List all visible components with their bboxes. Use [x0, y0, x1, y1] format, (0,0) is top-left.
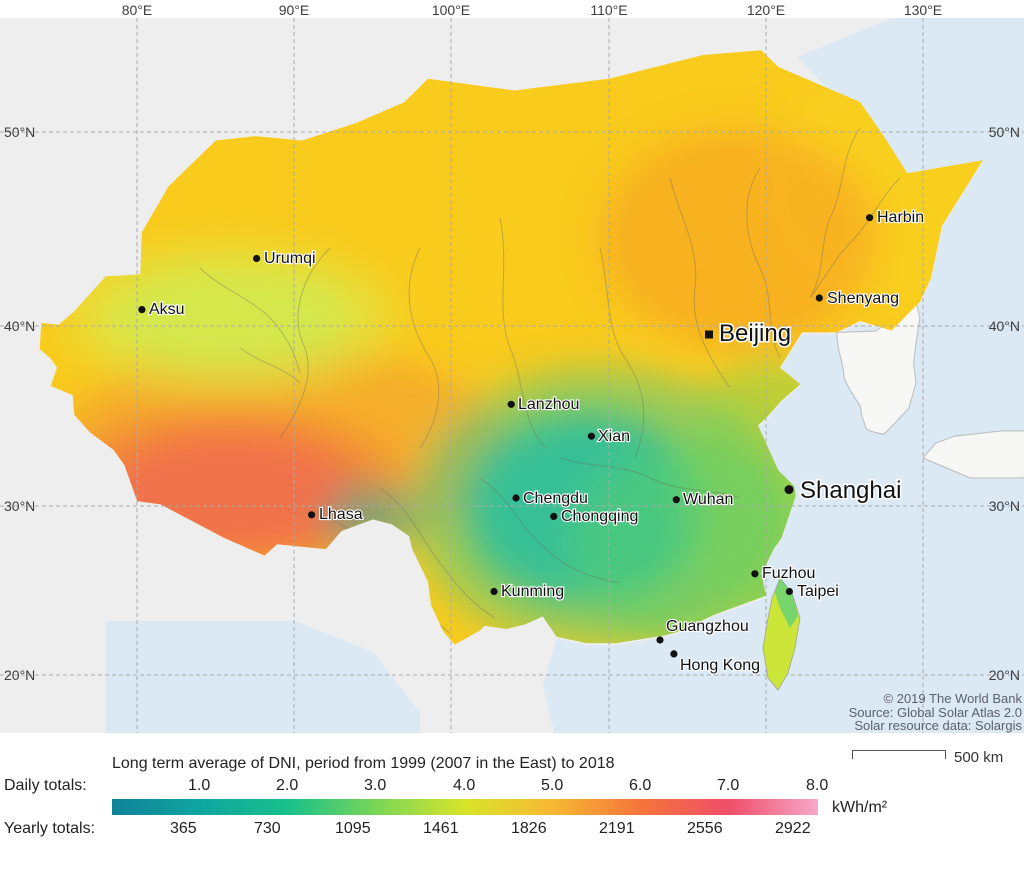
svg-text:Harbin: Harbin — [877, 209, 924, 226]
svg-text:Shenyang: Shenyang — [827, 290, 899, 307]
svg-text:Chengdu: Chengdu — [523, 490, 588, 507]
svg-text:Xian: Xian — [598, 428, 630, 445]
svg-text:Hong Kong: Hong Kong — [680, 657, 760, 674]
svg-text:Beijing: Beijing — [719, 320, 791, 347]
svg-text:Urumqi: Urumqi — [264, 250, 316, 267]
svg-text:Chongqing: Chongqing — [561, 508, 638, 525]
svg-text:Aksu: Aksu — [149, 301, 185, 318]
svg-text:Lanzhou: Lanzhou — [518, 396, 579, 413]
svg-text:Lhasa: Lhasa — [319, 506, 363, 523]
svg-text:Kunming: Kunming — [501, 583, 564, 600]
svg-text:Shanghai: Shanghai — [800, 477, 901, 504]
svg-text:Wuhan: Wuhan — [683, 491, 733, 508]
svg-text:Fuzhou: Fuzhou — [762, 565, 815, 582]
svg-text:Guangzhou: Guangzhou — [666, 618, 749, 635]
svg-text:Taipei: Taipei — [797, 583, 839, 600]
